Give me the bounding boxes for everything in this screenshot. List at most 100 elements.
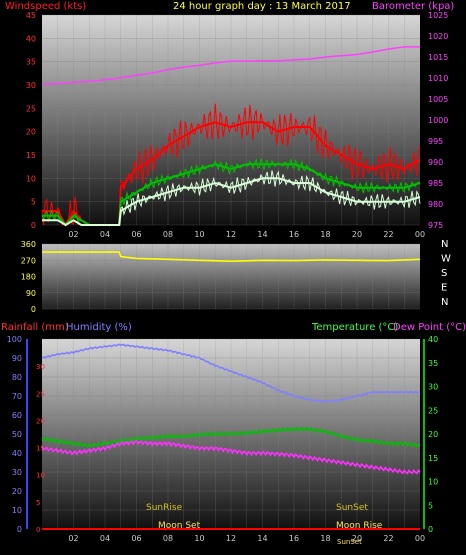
wind-tick-label: 25 — [26, 104, 36, 113]
wind-tick-label: 45 — [26, 11, 36, 20]
right-axis-title: Barometer (kpa) — [372, 1, 454, 12]
series-line-humidity — [41, 343, 421, 404]
x-tick-label: 16 — [289, 230, 299, 239]
wind-tick-label: 40 — [26, 34, 36, 43]
dewpoint-axis-title: Dew Point (°C) — [393, 322, 466, 333]
baro-tick-label: 1005 — [428, 95, 448, 104]
x-tick-label: 22 — [383, 534, 393, 543]
sunrise-label: SunRise — [146, 503, 183, 513]
x-tick-label: 02 — [68, 534, 78, 543]
temperature-tick-label: 5 — [428, 501, 433, 510]
x-tick-label: 06 — [131, 230, 141, 239]
compass-label: S — [441, 268, 447, 279]
series-detail-wind-speed — [42, 170, 421, 226]
temperature-tick-label: 40 — [428, 335, 438, 344]
x-tick-label: 12 — [226, 230, 236, 239]
x-tick-label: 02 — [68, 230, 78, 239]
baro-tick-label: 985 — [428, 179, 443, 188]
baro-tick-label: 980 — [428, 200, 443, 209]
x-tick-label: 00 — [415, 230, 425, 239]
temperature-tick-label: 25 — [428, 406, 438, 415]
humidity-tick-label: 20 — [12, 487, 22, 496]
x-tick-label: 22 — [383, 230, 393, 239]
wind-tick-label: 35 — [26, 58, 36, 67]
x-tick-label: 08 — [163, 230, 173, 239]
wind-tick-label: 20 — [26, 128, 36, 137]
temperature-tick-label: 15 — [428, 454, 438, 463]
humidity-tick-label: 50 — [12, 430, 22, 439]
sunset-bottom-label: SunSet — [337, 538, 362, 546]
humidity-tick-label: 60 — [12, 411, 22, 420]
humidity-axis-title: Humidity (%) — [66, 322, 132, 333]
baro-tick-label: 1015 — [428, 53, 448, 62]
direction-tick-label: 270 — [21, 256, 36, 265]
compass-label: N — [441, 297, 448, 308]
x-tick-label: 20 — [352, 534, 362, 543]
x-tick-label: 00 — [415, 534, 425, 543]
humidity-tick-label: 80 — [12, 373, 22, 382]
temperature-axis-title: Temperature (°C) — [311, 322, 398, 333]
temperature-tick-label: 0 — [428, 525, 433, 534]
rain-tick-label: 10 — [36, 472, 45, 480]
humidity-tick-label: 90 — [12, 354, 22, 363]
baro-tick-label: 990 — [428, 158, 443, 167]
series-line-barometer — [41, 46, 420, 86]
x-tick-label: 04 — [100, 230, 110, 239]
temperature-tick-label: 10 — [428, 478, 438, 487]
compass-label: E — [441, 283, 447, 294]
temperature-tick-label: 30 — [428, 383, 438, 392]
x-tick-label: 18 — [320, 534, 330, 543]
humidity-tick-label: 40 — [12, 449, 22, 458]
x-tick-label: 12 — [226, 534, 236, 543]
humidity-tick-label: 100 — [7, 335, 22, 344]
direction-tick-label: 360 — [21, 240, 36, 249]
humidity-tick-label: 10 — [12, 506, 22, 515]
x-tick-label: 14 — [257, 230, 267, 239]
x-tick-label: 20 — [352, 230, 362, 239]
rainfall-axis-title: Rainfall (mm) — [1, 322, 69, 333]
baro-tick-label: 1000 — [428, 116, 448, 125]
baro-tick-label: 1020 — [428, 32, 448, 41]
humidity-tick-label: 30 — [12, 468, 22, 477]
x-tick-label: 04 — [100, 534, 110, 543]
left-axis-title: Windspeed (kts) — [5, 1, 86, 12]
moonset-label: Moon Set — [158, 521, 201, 531]
wind-tick-label: 5 — [31, 198, 36, 207]
compass-label: N — [441, 239, 448, 250]
series-line-dew-point — [41, 439, 421, 475]
sunset-label: SunSet — [336, 503, 368, 513]
x-tick-label: 10 — [194, 230, 204, 239]
moonrise-label: Moon Rise — [336, 521, 383, 531]
direction-tick-label: 0 — [31, 305, 36, 314]
humidity-tick-label: 0 — [17, 525, 22, 534]
x-tick-label: 18 — [320, 230, 330, 239]
baro-tick-label: 975 — [428, 221, 443, 230]
x-tick-label: 10 — [194, 534, 204, 543]
compass-label: W — [441, 254, 451, 265]
baro-tick-label: 995 — [428, 137, 443, 146]
humidity-tick-label: 70 — [12, 392, 22, 401]
x-tick-label: 08 — [163, 534, 173, 543]
baro-tick-label: 1025 — [428, 11, 448, 20]
wind-tick-label: 10 — [26, 174, 36, 183]
x-tick-label: 06 — [131, 534, 141, 543]
baro-tick-label: 1010 — [428, 74, 448, 83]
x-tick-label: 14 — [257, 534, 267, 543]
rain-tick-label: 15 — [36, 445, 45, 453]
series-line-wind-direction — [42, 251, 421, 263]
x-tick-label: 16 — [289, 534, 299, 543]
direction-tick-label: 90 — [26, 289, 36, 298]
wind-tick-label: 30 — [26, 81, 36, 90]
chart-title: 24 hour graph day : 13 March 2017 — [173, 1, 351, 12]
wind-tick-label: 15 — [26, 151, 36, 160]
rain-tick-label: 25 — [36, 390, 45, 398]
rain-tick-label: 30 — [36, 363, 45, 371]
direction-tick-label: 180 — [21, 273, 36, 282]
rain-tick-label: 20 — [36, 417, 45, 425]
wind-tick-label: 0 — [31, 221, 36, 230]
rain-tick-label: 5 — [36, 499, 40, 507]
temperature-tick-label: 20 — [428, 430, 438, 439]
series-line-temperature — [41, 426, 421, 449]
